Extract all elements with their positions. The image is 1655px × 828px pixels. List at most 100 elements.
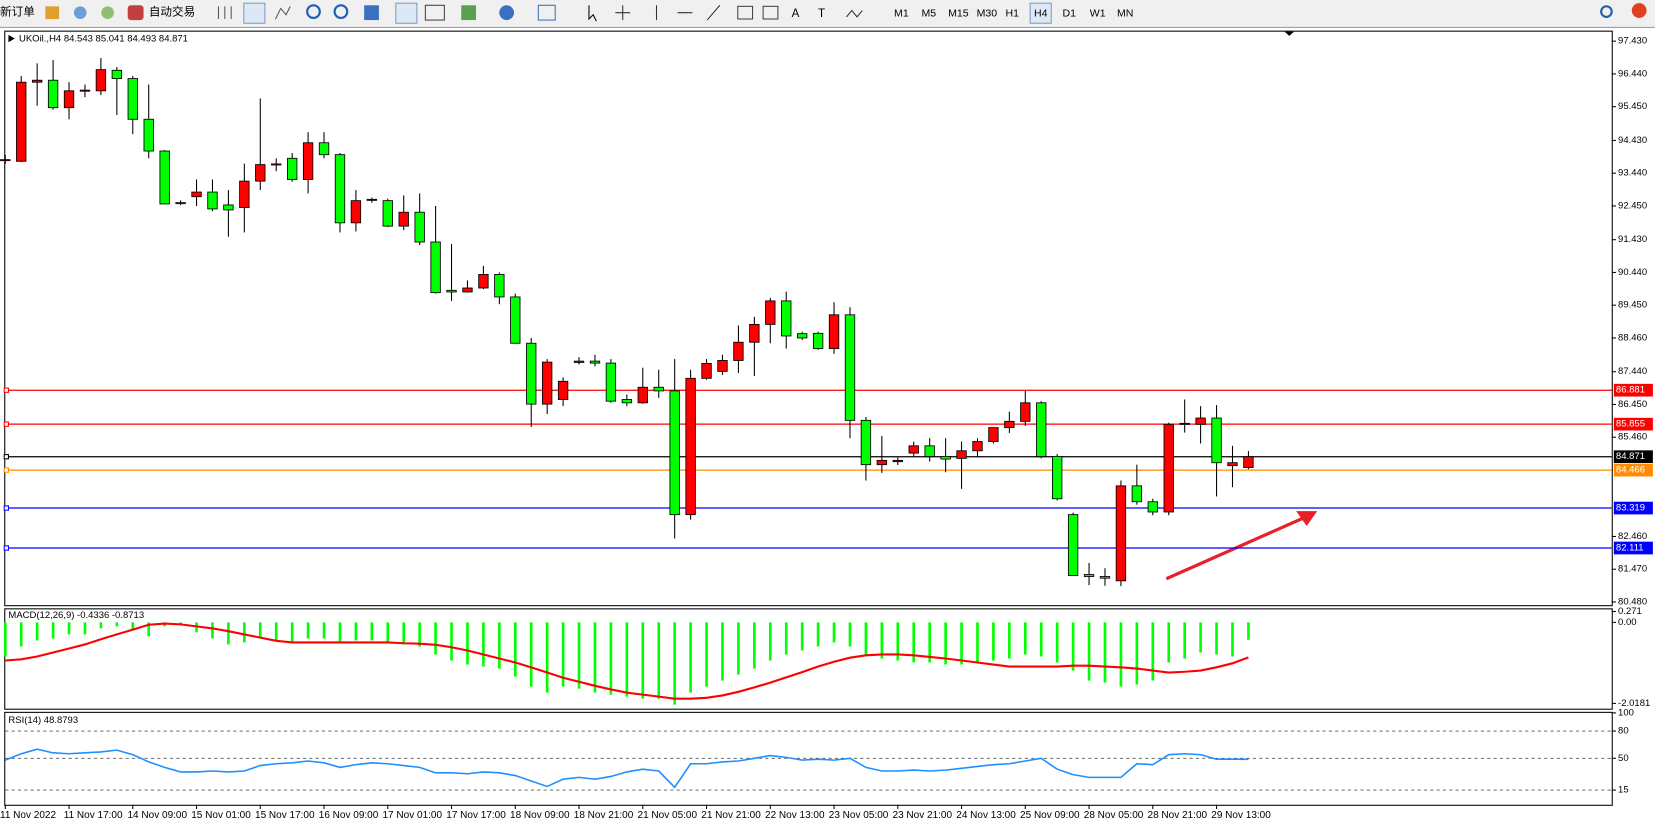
candle-body [382, 200, 393, 227]
icon[interactable] [127, 5, 144, 21]
icon[interactable] [846, 9, 863, 18]
x-tick-label: 28 Nov 05:00 [1084, 810, 1144, 821]
candle-body [1147, 501, 1158, 513]
draw-tools[interactable] [615, 4, 721, 21]
x-tick-label: 17 Nov 17:00 [446, 810, 506, 821]
candle-body [430, 241, 441, 294]
candle-body [318, 142, 330, 156]
notifications[interactable] [1631, 3, 1647, 18]
icon[interactable] [275, 6, 291, 20]
timeframe-button[interactable]: M15 [948, 8, 969, 20]
timeframe-button[interactable]: H4 [1034, 8, 1048, 20]
zoom-out[interactable] [333, 4, 349, 20]
main-panel [4, 30, 1613, 607]
candle-body [1163, 423, 1174, 513]
chart-title: UKOil.,H4 84.543 85.041 84.493 84.871 [19, 34, 188, 45]
price-tick-label: 94.430 [1618, 135, 1647, 146]
icon[interactable] [424, 4, 445, 21]
candle-body [812, 332, 824, 349]
price-label-bg [1613, 383, 1653, 397]
icon[interactable] [243, 2, 266, 24]
candle-body [717, 360, 728, 372]
macd-tick-label: 0.00 [1618, 617, 1636, 628]
rsi-tick-label: 15 [1618, 785, 1629, 796]
icon[interactable] [45, 6, 60, 20]
auto-trading-button[interactable]: 自动交易 [149, 5, 195, 19]
timeframe-button[interactable]: M5 [922, 8, 937, 20]
text-tool[interactable]: A [792, 7, 800, 20]
candle-body [796, 333, 808, 339]
x-tick-label: 29 Nov 13:00 [1211, 810, 1271, 821]
timeframe-button[interactable]: M1 [894, 8, 909, 20]
x-tick-label: 17 Nov 01:00 [383, 810, 443, 821]
icon[interactable] [499, 5, 515, 21]
timeframe-button[interactable]: H1 [1005, 8, 1019, 20]
candle-body [940, 455, 951, 460]
candle-body [828, 314, 840, 349]
candle-body [669, 390, 680, 516]
candle-body [255, 164, 266, 182]
x-tick-label: 11 Nov 2022 [0, 810, 56, 821]
new-order-button[interactable]: 新订单 [0, 5, 35, 19]
candle-body [239, 180, 250, 209]
candle-body [1115, 485, 1127, 582]
line-handle [3, 467, 9, 473]
x-tick-label: 25 Nov 09:00 [1020, 810, 1080, 821]
icon[interactable] [364, 5, 379, 21]
icon[interactable] [395, 2, 418, 24]
candle-body [95, 69, 107, 92]
price-label: 84.466 [1616, 465, 1645, 476]
candle-body [0, 159, 11, 162]
price-tick-label: 86.450 [1618, 399, 1647, 410]
timeframe-button[interactable]: M30 [977, 8, 998, 20]
timeframe-button[interactable]: MN [1117, 8, 1133, 20]
candle-body [1227, 462, 1238, 467]
price-label-bg [1613, 450, 1653, 464]
timeframe-button[interactable]: D1 [1062, 8, 1076, 20]
price-tick-label: 91.430 [1618, 234, 1647, 245]
icon[interactable] [73, 6, 87, 20]
x-tick-label: 23 Nov 21:00 [893, 810, 953, 821]
cursor-tool[interactable] [588, 5, 597, 22]
x-tick-label: 23 Nov 05:00 [829, 810, 889, 821]
candle-body [1052, 455, 1063, 500]
candle-body [988, 427, 999, 442]
rsi-title: RSI(14) 48.8793 [8, 715, 78, 726]
zoom-in[interactable] [306, 4, 321, 20]
price-label-bg [1613, 417, 1653, 431]
price-label: 84.871 [1616, 451, 1645, 462]
icon[interactable] [461, 5, 477, 21]
candle-body [127, 78, 138, 120]
x-tick-label: 18 Nov 09:00 [510, 810, 570, 821]
candle-body [637, 386, 648, 404]
plot: 97.430 96.440 95.450 94.430 93.440 92.450 91.4… [0, 34, 1653, 821]
icon[interactable] [762, 5, 779, 20]
candle-body [143, 118, 154, 152]
price-tick-label: 97.430 [1618, 36, 1647, 47]
candle-body [207, 191, 218, 210]
candle-body [541, 361, 553, 405]
timeframe-active[interactable] [1029, 2, 1052, 24]
candle-body [1004, 420, 1015, 429]
icon[interactable] [101, 6, 114, 20]
price-tick-label: 88.460 [1618, 332, 1647, 343]
label-tool[interactable]: T [818, 7, 825, 20]
candle-body [350, 200, 362, 224]
search[interactable] [1600, 5, 1613, 18]
candle-body [302, 142, 314, 180]
macd-panel [4, 608, 1613, 710]
candle-body [924, 445, 935, 457]
candle-body [446, 289, 457, 293]
icon[interactable] [537, 4, 556, 21]
price-tick-label: 90.440 [1618, 267, 1647, 278]
line-handle [3, 454, 9, 460]
signal-line [5, 622, 1249, 700]
candle-body [366, 198, 378, 201]
candle-body [271, 163, 282, 166]
candle-body [16, 81, 27, 162]
price-label-bg [1613, 463, 1653, 477]
timeframe-button[interactable]: W1 [1090, 8, 1106, 20]
icon[interactable] [737, 5, 754, 20]
icon[interactable] [217, 6, 232, 20]
